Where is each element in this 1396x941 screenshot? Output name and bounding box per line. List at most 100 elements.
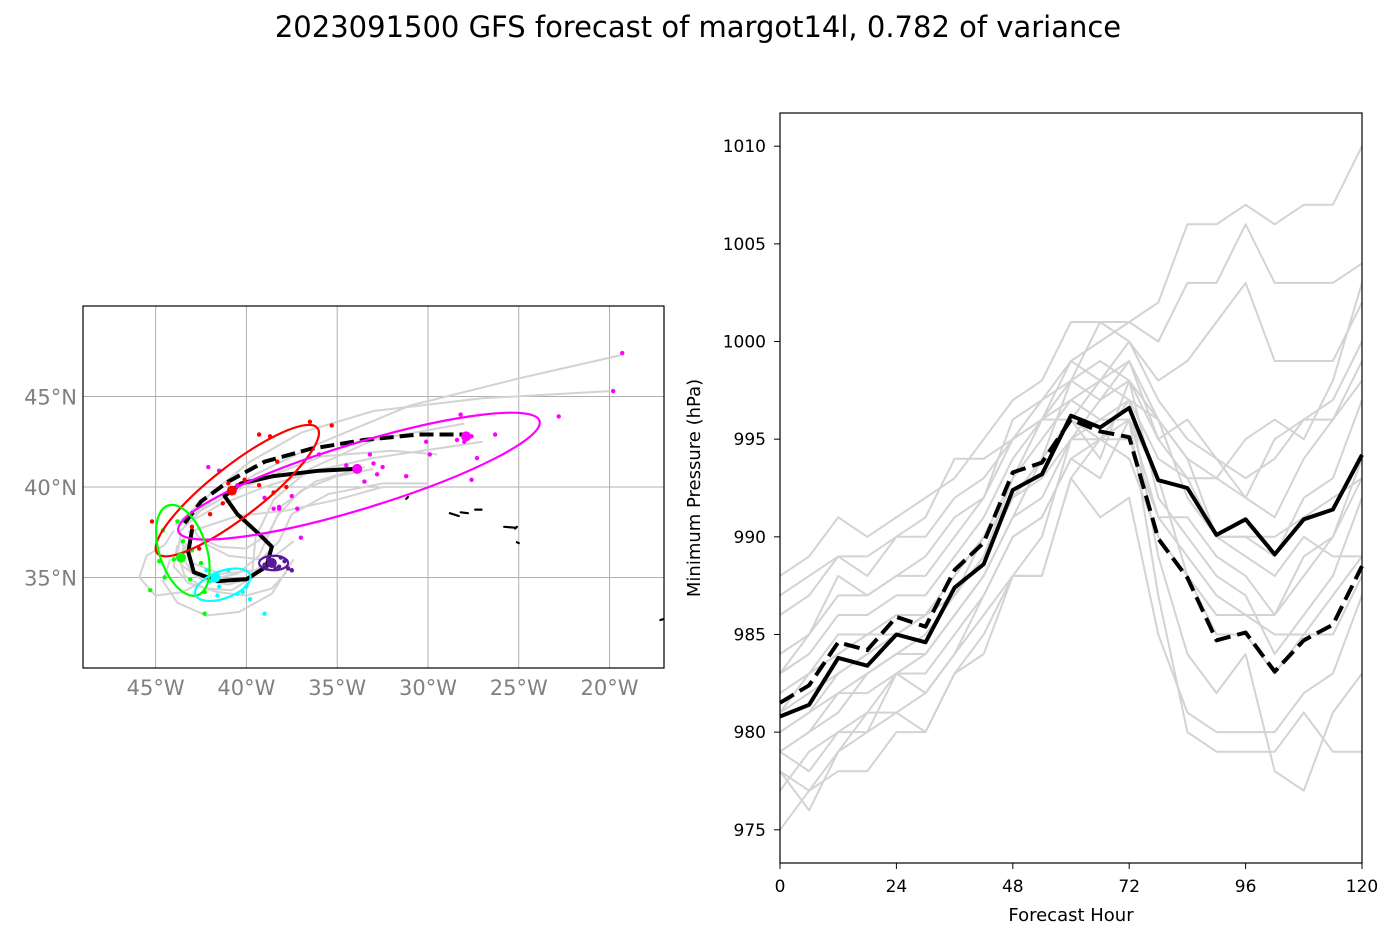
island-coastline (659, 617, 664, 622)
member-point (262, 562, 267, 568)
member-point (454, 437, 460, 443)
map-lon-tick-label: 25°W (490, 676, 548, 700)
y-tick-label: 985 (734, 625, 766, 645)
member-point (380, 464, 385, 470)
member-point (289, 568, 294, 573)
member-point (427, 452, 432, 457)
pressure-plot-frame (779, 112, 1363, 864)
member-point (423, 439, 429, 444)
cluster-centroid (461, 431, 472, 442)
member-point (216, 584, 222, 589)
y-tick-label: 1010 (723, 137, 766, 157)
y-tick-label: 990 (734, 528, 766, 548)
member-point (329, 423, 334, 428)
map-lon-tick-label: 40°W (217, 676, 275, 700)
member-point (271, 506, 276, 511)
map-lat-tick-label: 45°N (24, 386, 77, 410)
cluster-ellipse (258, 554, 290, 572)
cluster-centroid (176, 552, 187, 563)
island-coastline (459, 511, 469, 515)
island-coastline (515, 541, 520, 545)
member-point (362, 479, 367, 484)
member-point (256, 432, 262, 437)
x-tick-label: 120 (1346, 877, 1378, 897)
y-tick-label: 995 (734, 430, 766, 450)
member-point (220, 501, 226, 506)
member-point (206, 464, 211, 470)
member-point (620, 350, 625, 356)
map-lon-tick-label: 45°W (127, 676, 185, 700)
x-tick-label: 48 (1002, 877, 1024, 897)
member-point (189, 524, 195, 530)
ensemble-pressure-line (779, 477, 1363, 831)
mean-pressure-solid (779, 405, 1364, 719)
cluster-ellipse (154, 423, 321, 558)
map-lon-tick-label: 30°W (399, 676, 457, 700)
figure-title: 2023091500 GFS forecast of margot14l, 0.… (274, 10, 1122, 44)
x-tick-label: 24 (886, 877, 908, 897)
map-plot-area (83, 306, 664, 668)
y-tick-label: 975 (734, 821, 766, 841)
member-point (207, 511, 213, 517)
member-point (276, 564, 282, 569)
x-axis-label: Forecast Hour (1008, 905, 1134, 926)
ensemble-pressure-line (779, 438, 1363, 714)
member-point (197, 546, 202, 551)
pressure-chart: 0 24 48 72 96 120 975 980 985 990 995 1000 1005 1010 F… (684, 112, 1378, 926)
member-point (187, 577, 193, 582)
map-lat-tick-label: 40°N (24, 476, 77, 500)
cluster-ellipse (154, 503, 211, 597)
member-point (180, 539, 186, 544)
member-point (175, 519, 180, 524)
member-point (275, 459, 280, 464)
member-point (284, 484, 289, 490)
member-point (289, 493, 294, 499)
member-point (256, 482, 262, 488)
member-point (298, 535, 304, 540)
member-point (295, 506, 300, 511)
mean-pressure-dashed (778, 417, 1364, 705)
member-point (149, 519, 155, 524)
cluster-centroid (352, 463, 363, 474)
cluster-centroid (210, 572, 221, 583)
mean-track-dashed (183, 432, 465, 525)
cluster-centroid (226, 485, 237, 496)
island-coastline (514, 525, 518, 530)
ensemble-track (181, 467, 374, 581)
member-point (344, 463, 349, 468)
member-point (374, 472, 380, 477)
ensemble-pressure-line (779, 281, 1363, 577)
member-point (458, 412, 463, 417)
member-point (247, 597, 253, 602)
ensemble-pressure-line (779, 360, 1363, 597)
map-lat-tick-label: 35°N (24, 567, 77, 591)
member-point (262, 611, 267, 616)
member-point (307, 419, 313, 425)
cluster-centroid (266, 558, 277, 569)
member-point (242, 477, 247, 482)
member-point (226, 481, 231, 486)
pressure-plot-background (780, 113, 1362, 863)
ensemble-track (200, 482, 428, 561)
y-axis-label: Minimum Pressure (hPa) (684, 379, 705, 597)
island-coastline (448, 512, 460, 518)
member-point (610, 388, 616, 394)
x-tick-label: 72 (1118, 877, 1140, 897)
member-point (202, 611, 207, 616)
member-point (215, 593, 220, 598)
ensemble-track (187, 486, 383, 534)
y-tick-label: 1000 (723, 333, 766, 353)
member-point (474, 455, 480, 461)
ensemble-pressure-line (779, 399, 1362, 675)
member-point (492, 432, 498, 437)
ensemble-track (161, 558, 295, 617)
cluster-ellipse (194, 567, 252, 603)
map-lon-tick-label: 35°W (308, 676, 366, 700)
map-frame (82, 305, 665, 669)
ensemble-track (174, 390, 610, 526)
island-coastline (503, 525, 517, 529)
x-tick-label: 96 (1235, 877, 1257, 897)
mean-track-solid (186, 466, 358, 584)
map-lon-tick-label: 20°W (581, 676, 639, 700)
track-map: 45°W 40°W 35°W 30°W 25°W 20°W 35°N 40°N 45°N (24, 305, 665, 700)
